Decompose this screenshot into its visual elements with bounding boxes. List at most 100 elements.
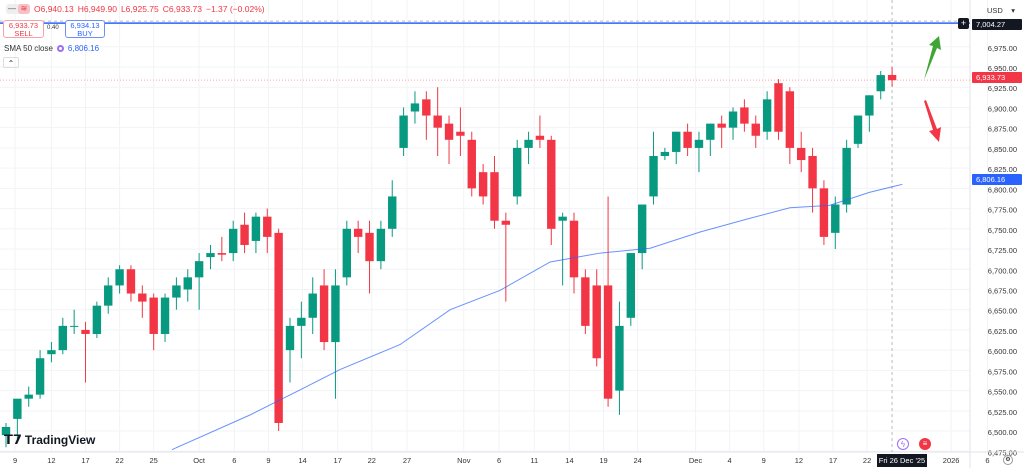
candle-body xyxy=(274,232,283,423)
x-tick-label: 17 xyxy=(334,456,342,465)
candle-body xyxy=(694,139,704,148)
candle-body xyxy=(104,285,113,306)
candle-body xyxy=(183,277,192,290)
candle-body xyxy=(831,204,840,233)
candle-body xyxy=(81,329,90,334)
sma50-line xyxy=(171,183,903,451)
candle-body xyxy=(672,131,681,152)
candle-body xyxy=(35,358,45,395)
x-tick-label: 19 xyxy=(599,456,607,465)
x-tick-label: Nov xyxy=(457,456,471,465)
candle-body xyxy=(876,75,885,92)
candle-body xyxy=(92,305,102,334)
y-tick-label: 6,550.00 xyxy=(988,388,1017,397)
candle-body xyxy=(797,147,806,161)
indicator-settings-icon[interactable] xyxy=(56,45,64,52)
candle-body xyxy=(217,253,227,255)
x-tick-label: 22 xyxy=(863,456,871,465)
y-tick-label: 6,625.00 xyxy=(988,327,1017,336)
candle-body xyxy=(353,228,363,237)
event-lightning-icon[interactable]: ϟ xyxy=(897,438,909,450)
x-tick-label: 9 xyxy=(13,456,17,465)
x-tick-label: 25 xyxy=(150,456,158,465)
candle-body xyxy=(569,220,579,278)
candle-body xyxy=(808,155,817,189)
y-tick-label: 6,950.00 xyxy=(988,64,1017,73)
candle-body xyxy=(285,325,295,351)
sma-label: SMA 50 close xyxy=(4,44,53,53)
legend-low: L6,925.75 xyxy=(120,4,159,14)
time-settings-icon[interactable]: ⚙ xyxy=(1003,455,1013,465)
candle-body xyxy=(297,317,306,326)
candle-body xyxy=(547,139,556,229)
candle-body xyxy=(456,131,465,136)
candle-body xyxy=(240,224,249,245)
us-flag-event-icon[interactable]: ≡ xyxy=(919,438,931,450)
y-tick-label: 6,775.00 xyxy=(988,206,1017,215)
candle-body xyxy=(887,74,897,81)
candle-body xyxy=(683,131,692,148)
candle-body xyxy=(388,196,397,229)
candle-body xyxy=(1,427,11,436)
y-tick-label: 6,800.00 xyxy=(988,185,1017,194)
last-price-tag: 6,933.73 xyxy=(972,72,1022,83)
candle-body xyxy=(558,216,567,221)
sma-legend[interactable]: SMA 50 close 6,806.16 xyxy=(4,44,99,53)
chevron-down-icon: ▾ xyxy=(1011,6,1015,15)
candle-body xyxy=(717,123,726,128)
candle-body xyxy=(626,253,635,318)
candle-body xyxy=(774,83,783,132)
legend-toggle[interactable]: — ≋ xyxy=(6,4,30,14)
down-arrow-drawing xyxy=(924,100,941,142)
candle-body xyxy=(819,188,829,237)
sell-button[interactable]: 6,933.73 SELL xyxy=(3,20,44,38)
candle-body xyxy=(444,123,454,140)
x-tick-label: 14 xyxy=(298,456,306,465)
y-tick-label: 6,875.00 xyxy=(988,125,1017,134)
y-tick-label: 6,900.00 xyxy=(988,104,1017,113)
candle-body xyxy=(149,297,158,334)
candle-body xyxy=(13,398,22,419)
buy-button[interactable]: 6,934.13 BUY xyxy=(65,20,105,38)
collapse-legend-button[interactable]: ⌃ xyxy=(3,57,19,68)
candle-body xyxy=(592,285,601,359)
tradingview-logo-icon: 𝗧𝟳 xyxy=(4,432,22,447)
x-tick-label: 17 xyxy=(81,456,89,465)
x-tick-label: 2026 xyxy=(943,456,960,465)
x-tick-label: 14 xyxy=(565,456,573,465)
x-tick-label: 22 xyxy=(115,456,123,465)
sma-price-tag: 6,806.16 xyxy=(972,174,1022,185)
candle-body xyxy=(751,123,760,136)
up-arrow-drawing xyxy=(924,36,941,80)
candle-body xyxy=(410,103,420,112)
sell-price: 6,933.73 xyxy=(8,21,39,30)
candle-body xyxy=(308,293,317,318)
y-tick-label: 6,850.00 xyxy=(988,145,1017,154)
candle-body xyxy=(319,285,329,343)
horizontal-line-price-tag: 7,004.27 xyxy=(972,19,1022,30)
candle-body xyxy=(706,123,715,140)
candle-body xyxy=(660,151,670,156)
candle-body xyxy=(138,293,147,302)
candle-body xyxy=(490,172,499,221)
crosshair-date-label: Fri 26 Dec '25 xyxy=(877,454,927,467)
candle-body xyxy=(206,253,215,258)
y-tick-label: 6,750.00 xyxy=(988,226,1017,235)
candle-body xyxy=(399,115,408,148)
candle-body xyxy=(467,139,476,189)
y-tick-label: 6,575.00 xyxy=(988,367,1017,376)
candle-body xyxy=(229,228,238,254)
tradingview-logo: 𝗧𝟳 TradingView xyxy=(4,432,95,448)
add-alert-icon[interactable]: + xyxy=(958,18,969,29)
x-tick-label: 9 xyxy=(762,456,766,465)
candle-body xyxy=(433,115,442,128)
y-tick-label: 6,525.00 xyxy=(988,408,1017,417)
currency-select[interactable]: USD ▾ xyxy=(985,4,1019,18)
ohlc-legend: — ≋ O6,940.13 H6,949.90 L6,925.75 C6,933.… xyxy=(6,4,265,14)
candle-body xyxy=(194,261,204,278)
buy-label: BUY xyxy=(77,29,93,38)
y-tick-label: 6,475.00 xyxy=(988,448,1017,457)
x-tick-label: 27 xyxy=(403,456,411,465)
candle-body xyxy=(728,111,738,128)
